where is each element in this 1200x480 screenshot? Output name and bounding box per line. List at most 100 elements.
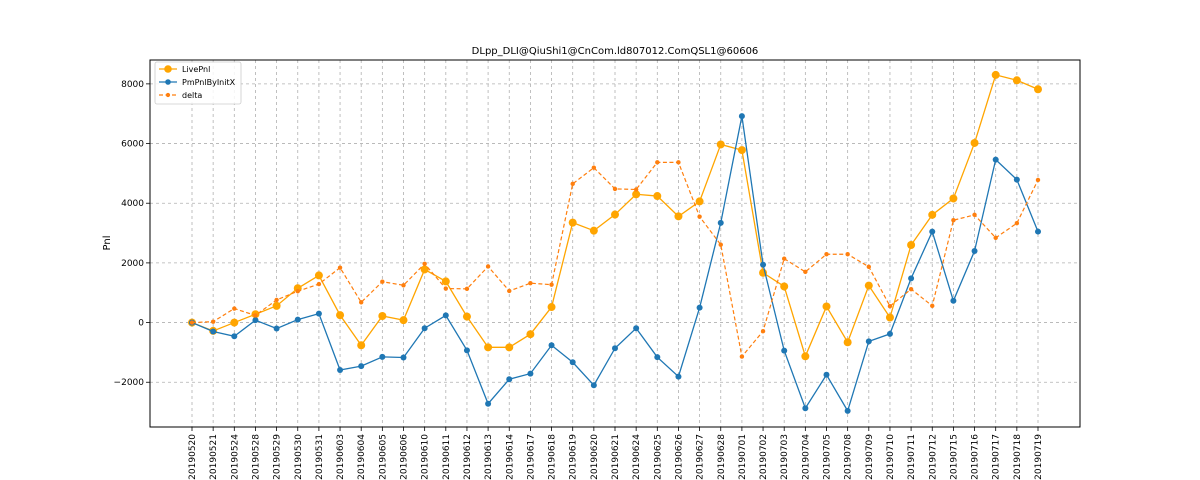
data-point-delta [232,306,237,311]
data-point-pmpnlbyinitx [231,333,238,340]
data-point-pmpnlbyinitx [294,316,301,323]
data-point-delta [655,160,660,165]
data-point-pmpnlbyinitx [908,275,915,282]
data-point-delta [295,289,300,294]
x-tick-label: 20190524 [230,434,240,480]
data-point-livepnl [716,140,725,149]
data-point-pmpnlbyinitx [929,228,936,235]
data-point-pmpnlbyinitx [548,342,555,349]
data-point-delta [612,186,618,192]
legend-box [154,61,242,105]
data-point-livepnl [885,313,894,322]
data-point-delta [908,286,914,292]
y-tick-label: 2000 [121,259,144,269]
chart-title: DLpp_DLI@QiuShi1@CnCom.ld807012.ComQSL1@… [472,46,759,57]
data-point-delta [380,279,385,284]
series-delta [189,160,1041,359]
data-point-livepnl [801,352,810,361]
data-point-livepnl [547,303,556,312]
legend-label: LivePnl [182,65,210,74]
x-tick-label: 20190709 [865,434,875,480]
data-point-livepnl [505,343,514,352]
data-point-pmpnlbyinitx [717,219,724,226]
x-tick-label: 20190711 [907,434,917,480]
data-point-livepnl [780,282,789,291]
data-point-pmpnlbyinitx [865,338,872,345]
x-tick-label: 20190620 [590,434,600,480]
x-tick-label: 20190530 [294,434,304,480]
x-tick-label: 20190716 [971,434,981,480]
data-point-livepnl [695,197,704,206]
data-point-pmpnlbyinitx [421,325,428,332]
data-point-pmpnlbyinitx [273,325,280,332]
data-point-delta [359,300,364,305]
x-tick-label: 20190619 [569,434,579,480]
data-point-delta [253,313,258,318]
data-point-pmpnlbyinitx [823,371,830,378]
data-point-pmpnlbyinitx [654,354,661,361]
data-point-delta [570,181,575,187]
data-point-delta [676,160,681,165]
x-tick-label: 20190712 [928,434,938,480]
series-livepnl [188,70,1042,361]
data-point-pmpnlbyinitx [992,156,999,163]
data-point-delta [697,214,702,219]
data-point-delta [464,286,470,292]
data-point-pmpnlbyinitx [1035,228,1041,235]
data-point-delta [803,269,808,275]
x-axis-ticks: 20190520 20190521 20190524 20190528 20190529… [188,427,1044,480]
legend-marker [164,65,172,73]
data-point-pmpnlbyinitx [485,400,492,407]
data-point-delta [760,329,766,334]
data-point-livepnl [843,338,852,347]
x-tick-label: 20190718 [1013,434,1023,480]
data-point-pmpnlbyinitx [463,347,470,354]
data-point-delta [951,218,956,223]
data-point-pmpnlbyinitx [781,347,788,354]
x-tick-label: 20190605 [378,434,388,480]
x-tick-label: 20190618 [548,434,558,480]
legend-marker [165,92,171,98]
x-tick-label: 20190604 [357,434,367,480]
x-tick-label: 20190613 [484,434,494,480]
data-point-delta [718,242,723,247]
data-point-pmpnlbyinitx [210,328,217,335]
data-point-pmpnlbyinitx [527,370,534,377]
data-point-livepnl [1012,76,1021,85]
y-tick-label: 8000 [121,80,144,90]
x-tick-label: 20190717 [992,434,1002,480]
x-tick-label: 20190624 [632,434,642,480]
data-point-delta [739,354,745,359]
data-point-pmpnlbyinitx [1013,176,1020,183]
data-point-pmpnlbyinitx [358,363,365,370]
x-tick-label: 20190719 [1034,434,1044,480]
data-point-pmpnlbyinitx [844,407,851,414]
data-point-pmpnlbyinitx [379,353,386,360]
x-tick-label: 20190703 [780,434,790,480]
x-tick-label: 20190520 [188,434,198,480]
data-point-delta [210,319,216,324]
data-point-delta [824,252,829,257]
x-tick-label: 20190705 [823,434,833,480]
legend-label: PmPnlByInitX [182,78,236,87]
data-point-delta [274,297,279,303]
data-point-livepnl [336,311,345,320]
data-point-livepnl [737,146,746,155]
data-point-livepnl [907,240,916,249]
data-point-livepnl [1034,85,1042,94]
data-point-pmpnlbyinitx [760,261,767,268]
data-point-delta [401,283,406,288]
x-tick-label: 20190625 [653,434,663,480]
data-point-pmpnlbyinitx [337,367,344,374]
x-tick-label: 20190708 [844,434,854,480]
x-tick-label: 20190531 [315,434,325,480]
data-point-livepnl [272,301,281,310]
data-point-livepnl [928,210,937,219]
data-point-pmpnlbyinitx [675,373,682,380]
x-tick-label: 20190715 [949,434,959,480]
x-tick-label: 20190521 [209,434,219,480]
data-point-livepnl [949,194,958,203]
data-point-livepnl [632,190,641,199]
data-point-livepnl [399,316,408,325]
